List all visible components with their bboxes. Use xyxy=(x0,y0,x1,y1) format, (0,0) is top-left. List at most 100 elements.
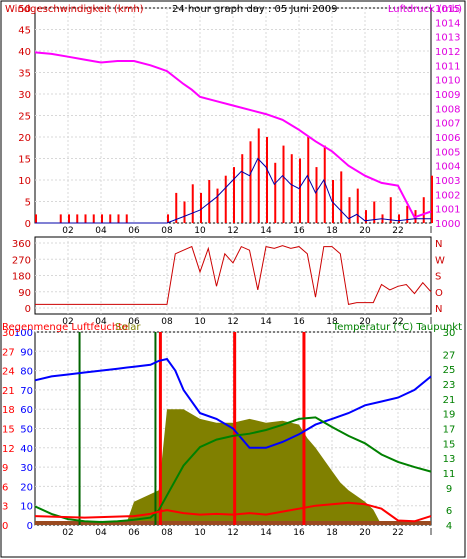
panel-3-left-tick-pct: 40 xyxy=(20,444,33,455)
panel-1-right-tick: 1000 xyxy=(435,219,460,230)
panel-3-right-tick: 15 xyxy=(443,439,456,450)
panel-2-right-tick: W xyxy=(435,255,445,266)
panel-2-right-tick: S xyxy=(435,272,441,283)
panel-1-x-tick: 02 xyxy=(62,226,73,236)
gust-bar xyxy=(307,137,310,223)
wind-line xyxy=(35,157,431,224)
panel-1-left-tick: 30 xyxy=(18,90,31,101)
solar-area xyxy=(35,409,431,525)
panel-1-x-tick: 06 xyxy=(128,226,140,236)
gust-bar xyxy=(76,214,79,223)
panel-2-x-tick: 12 xyxy=(227,317,238,327)
panel-3-right-tick: 25 xyxy=(443,365,456,376)
panel-3-left-tick-pct: 90 xyxy=(20,347,33,358)
gust-bar xyxy=(406,205,409,223)
panel-3-x-tick: 18 xyxy=(326,528,338,538)
gust-bar xyxy=(340,171,343,223)
panel-2-x-tick: 14 xyxy=(260,317,272,327)
gust-bar xyxy=(208,180,211,223)
panel-1-right-tick: 1012 xyxy=(435,47,460,58)
gust-bar xyxy=(290,154,293,223)
panel-1-right-tick: 1003 xyxy=(435,176,460,187)
gust-bar xyxy=(282,145,285,223)
gust-bar xyxy=(101,214,103,223)
panel-3-right-tick: 11 xyxy=(443,469,456,480)
panel-2-x-tick: 16 xyxy=(293,317,305,327)
gust-bar xyxy=(92,214,95,223)
panel-3-right-tick: 21 xyxy=(443,395,456,406)
panel-3-x-tick: 04 xyxy=(95,528,107,538)
panel-1-x-tick: 16 xyxy=(293,226,305,236)
panel-1-right-tick: 1015 xyxy=(435,4,460,15)
gust-bar xyxy=(35,214,37,223)
gust-bar xyxy=(191,184,194,223)
gust-bar xyxy=(200,192,202,223)
panel-1-x-tick: 10 xyxy=(194,226,206,236)
gust-bar xyxy=(233,167,235,223)
panel-1-right-tick: 1002 xyxy=(435,190,460,201)
wind-direction-line xyxy=(35,245,432,306)
rain-bar xyxy=(233,332,237,525)
panel-3-left-tick-pct: 0 xyxy=(27,521,33,532)
pressure-line xyxy=(34,51,432,219)
panel-1-left-tick: 20 xyxy=(18,133,31,144)
panel-3-left-tick-pct: 70 xyxy=(20,386,33,397)
panel-3-left-tick-mm: 15 xyxy=(2,425,15,436)
panel-2-x-tick: 04 xyxy=(95,317,107,327)
panel-1-left-tick: 35 xyxy=(18,69,31,80)
gust-bar xyxy=(389,197,392,223)
panel-1-x-tick: 08 xyxy=(161,226,173,236)
panel-1-x-tick: 22 xyxy=(392,226,403,236)
panel-1-left-tick: 25 xyxy=(18,112,31,123)
gust-bar xyxy=(299,158,301,223)
panel-1-left-tick: 5 xyxy=(25,198,31,209)
panel-1-right-tick: 1010 xyxy=(435,76,460,87)
panel-3-left-tick-mm: 0 xyxy=(2,521,8,532)
panel-3-right-tick: 4 xyxy=(446,521,452,532)
panel-3-solar-label: Solar xyxy=(115,322,141,333)
panel-1-right-tick: 1011 xyxy=(435,61,460,72)
panel-3-x-tick: 16 xyxy=(293,528,305,538)
panel-3-left-tick-mm: 24 xyxy=(2,367,15,378)
panel-1-x-tick: 14 xyxy=(260,226,272,236)
panel-1-x-tick: l xyxy=(430,226,433,236)
panel-1-x-tick: 20 xyxy=(359,226,371,236)
panel-1-left-label: Windgeschwindigkeit (kmh) xyxy=(5,4,144,15)
gust-bar xyxy=(224,175,227,223)
panel-1-left-tick: 40 xyxy=(18,47,31,58)
gust-bar xyxy=(315,167,318,223)
panel-3-left-tick-mm: 18 xyxy=(2,405,15,416)
panel-3-right-tick: 30 xyxy=(443,328,456,339)
panel-1-right-tick: 1001 xyxy=(435,205,460,216)
panel-3-right-tick: 17 xyxy=(443,425,456,436)
panel-1-x-tick: 12 xyxy=(227,226,238,236)
panel-2-left-tick: 90 xyxy=(18,288,31,299)
panel-3-left-tick-mm: 21 xyxy=(2,386,15,397)
gust-bar xyxy=(167,214,169,223)
panel-2-x-tick: 18 xyxy=(326,317,338,327)
panel-3-left-tick-pct: 30 xyxy=(20,463,33,474)
panel-3-left-tick-mm: 12 xyxy=(2,444,15,455)
gust-bar xyxy=(332,180,334,223)
rain-baseline xyxy=(35,521,431,525)
panel-1-right-tick: 1007 xyxy=(435,119,460,130)
panel-3-left-tick-pct: 50 xyxy=(20,425,33,436)
panel-2-right-tick: O xyxy=(435,288,443,299)
panel-1-x-tick: 18 xyxy=(326,226,338,236)
gust-bar xyxy=(398,214,400,223)
panel-1-right-tick: 1009 xyxy=(435,90,460,101)
panel-2-left-tick: 180 xyxy=(12,272,31,283)
temperature-line xyxy=(34,416,432,524)
panel-3-left-tick-pct: 60 xyxy=(20,405,33,416)
panel-1-right-tick: 1014 xyxy=(435,18,460,29)
panel-2-x-tick: 06 xyxy=(128,317,140,327)
panel-3-x-tick: 02 xyxy=(62,528,73,538)
gust-bar xyxy=(109,214,112,223)
panel-3-left-tick-mm: 6 xyxy=(2,482,8,493)
panel-3-left-tick-pct: 80 xyxy=(20,367,33,378)
gust-bar xyxy=(373,201,376,223)
rain-bar xyxy=(158,332,162,525)
panel-2-x-tick: 02 xyxy=(62,317,73,327)
